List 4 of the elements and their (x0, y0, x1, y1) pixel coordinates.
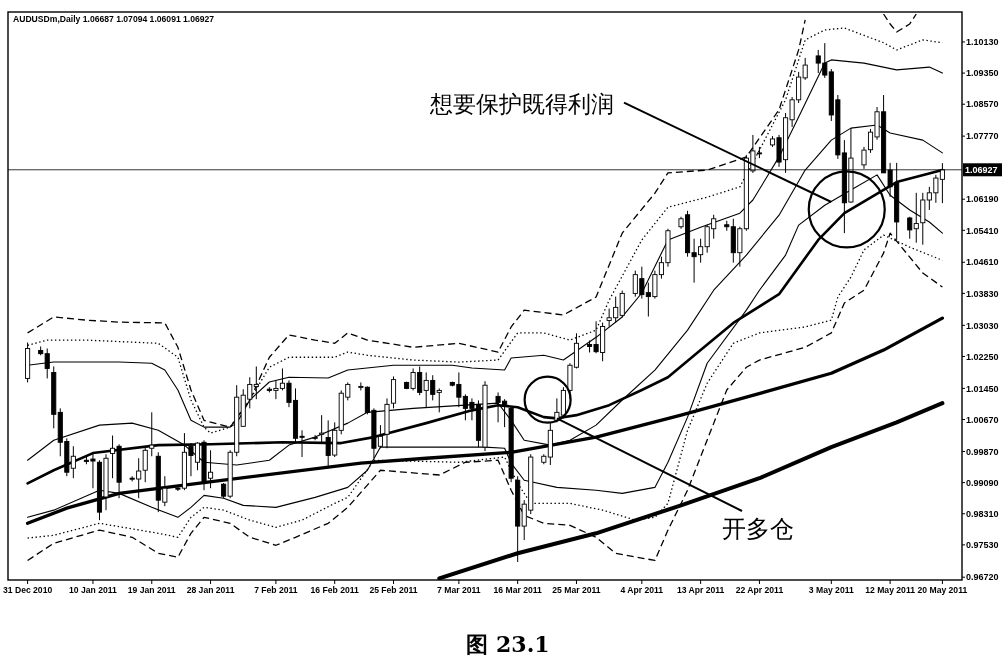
annotation: 开多仓 (722, 515, 794, 543)
annotation: 图 23.1 (466, 631, 550, 657)
annotation: 想要保护既得利润 (430, 91, 614, 117)
title: AUDUSDm,Daily 1.06687 1.07094 1.06091 1.06927 (13, 14, 215, 24)
